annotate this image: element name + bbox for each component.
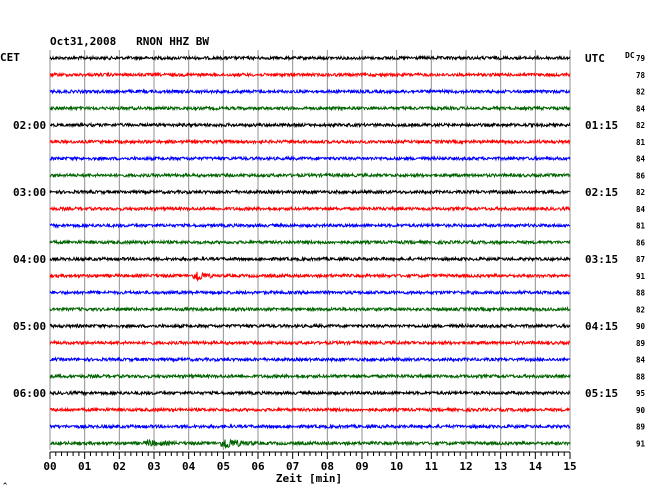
x-tick-label: 00 <box>43 460 56 473</box>
dc-value-label: 91 <box>636 272 646 281</box>
trace-5 <box>49 138 571 146</box>
trace-11 <box>49 238 571 246</box>
trace-14 <box>49 289 571 296</box>
dc-value-label: 89 <box>636 339 646 348</box>
x-tick-label: 14 <box>529 460 543 473</box>
x-tick-label: 07 <box>286 460 299 473</box>
right-time-label: 01:15 <box>585 119 618 132</box>
dc-value-label: 79 <box>636 54 646 63</box>
dc-value-label: 91 <box>636 439 646 448</box>
left-time-label: 06:00 <box>13 387 46 400</box>
right-time-label: 02:15 <box>585 186 618 199</box>
x-tick-label: 08 <box>321 460 334 473</box>
dc-value-label: 90 <box>636 406 646 415</box>
trace-7 <box>49 171 571 179</box>
trace-8 <box>49 188 571 196</box>
x-tick-label: 02 <box>113 460 126 473</box>
x-tick-label: 13 <box>494 460 507 473</box>
x-tick-label: 12 <box>459 460 472 473</box>
right-time-label: 05:15 <box>585 387 618 400</box>
trace-6 <box>49 155 571 162</box>
trace-3 <box>49 104 571 112</box>
left-time-label: 02:00 <box>13 119 46 132</box>
dc-value-label: 82 <box>636 121 645 130</box>
trace-group <box>49 54 571 450</box>
trace-2 <box>49 88 570 95</box>
trace-18 <box>49 356 571 363</box>
trace-13 <box>49 271 571 282</box>
x-axis: 00 01 02 03 04 05 06 07 08 09 10 11 12 13 14 15 <box>43 451 577 473</box>
footer-mark: ^ <box>3 482 8 490</box>
dc-value-label: 81 <box>636 222 646 231</box>
dc-value-label: 78 <box>636 71 646 80</box>
trace-16 <box>49 322 571 330</box>
x-tick-label: 03 <box>147 460 160 473</box>
x-tick-label: 11 <box>425 460 439 473</box>
dc-value-label: 87 <box>636 255 645 264</box>
left-axis-title: CET <box>0 51 20 64</box>
trace-12 <box>49 255 571 263</box>
dc-value-label: 95 <box>636 389 645 398</box>
dc-value-label: 89 <box>636 423 646 432</box>
dc-value-labels: 79 78 82 84 82 81 84 86 82 84 81 86 87 91 88 82 90 89 84 88… <box>636 54 646 448</box>
right-time-label: 03:15 <box>585 253 618 266</box>
left-time-labels: 02:00 03:00 04:00 05:00 06:00 <box>13 119 46 400</box>
trace-10 <box>49 222 571 229</box>
dc-value-label: 84 <box>636 155 646 164</box>
dc-value-label: 88 <box>636 289 646 298</box>
right-time-label: 04:15 <box>585 320 618 333</box>
x-axis-label: Zeit [min] <box>276 472 342 485</box>
dc-value-label: 84 <box>636 205 646 214</box>
trace-21 <box>49 406 571 414</box>
trace-15 <box>49 305 571 313</box>
x-tick-label: 04 <box>182 460 196 473</box>
x-tick-label: 09 <box>355 460 368 473</box>
dc-value-label: 90 <box>636 322 646 331</box>
trace-22 <box>49 423 571 430</box>
trace-9 <box>49 205 571 213</box>
trace-0 <box>49 54 571 62</box>
dc-value-label: 82 <box>636 305 645 314</box>
x-tick-label: 10 <box>390 460 403 473</box>
dc-value-label: 82 <box>636 188 645 197</box>
trace-17 <box>49 339 571 347</box>
left-time-label: 03:00 <box>13 186 46 199</box>
left-time-label: 05:00 <box>13 320 46 333</box>
dc-value-label: 88 <box>636 372 646 381</box>
dc-value-label: 84 <box>636 104 646 113</box>
trace-20 <box>49 389 571 397</box>
x-tick-label: 15 <box>563 460 576 473</box>
trace-23 <box>49 438 571 450</box>
dc-value-label: 86 <box>636 171 646 180</box>
left-time-label: 04:00 <box>13 253 46 266</box>
chart-title: Oct31,2008 RNON HHZ BW <box>50 35 209 48</box>
dc-label: DC <box>625 51 635 60</box>
trace-19 <box>49 372 571 380</box>
x-tick-label: 01 <box>78 460 92 473</box>
dc-value-label: 84 <box>636 356 646 365</box>
x-tick-label: 05 <box>217 460 230 473</box>
trace-4 <box>49 121 571 129</box>
dc-value-label: 82 <box>636 88 645 97</box>
trace-1 <box>49 71 571 79</box>
dc-value-label: 81 <box>636 138 646 147</box>
x-tick-label: 06 <box>251 460 265 473</box>
minute-grid <box>49 50 571 450</box>
right-time-labels: UTC 01:15 02:15 03:15 04:15 05:15 <box>585 52 618 400</box>
right-time-label: UTC <box>585 52 605 65</box>
dc-value-label: 86 <box>636 238 646 247</box>
